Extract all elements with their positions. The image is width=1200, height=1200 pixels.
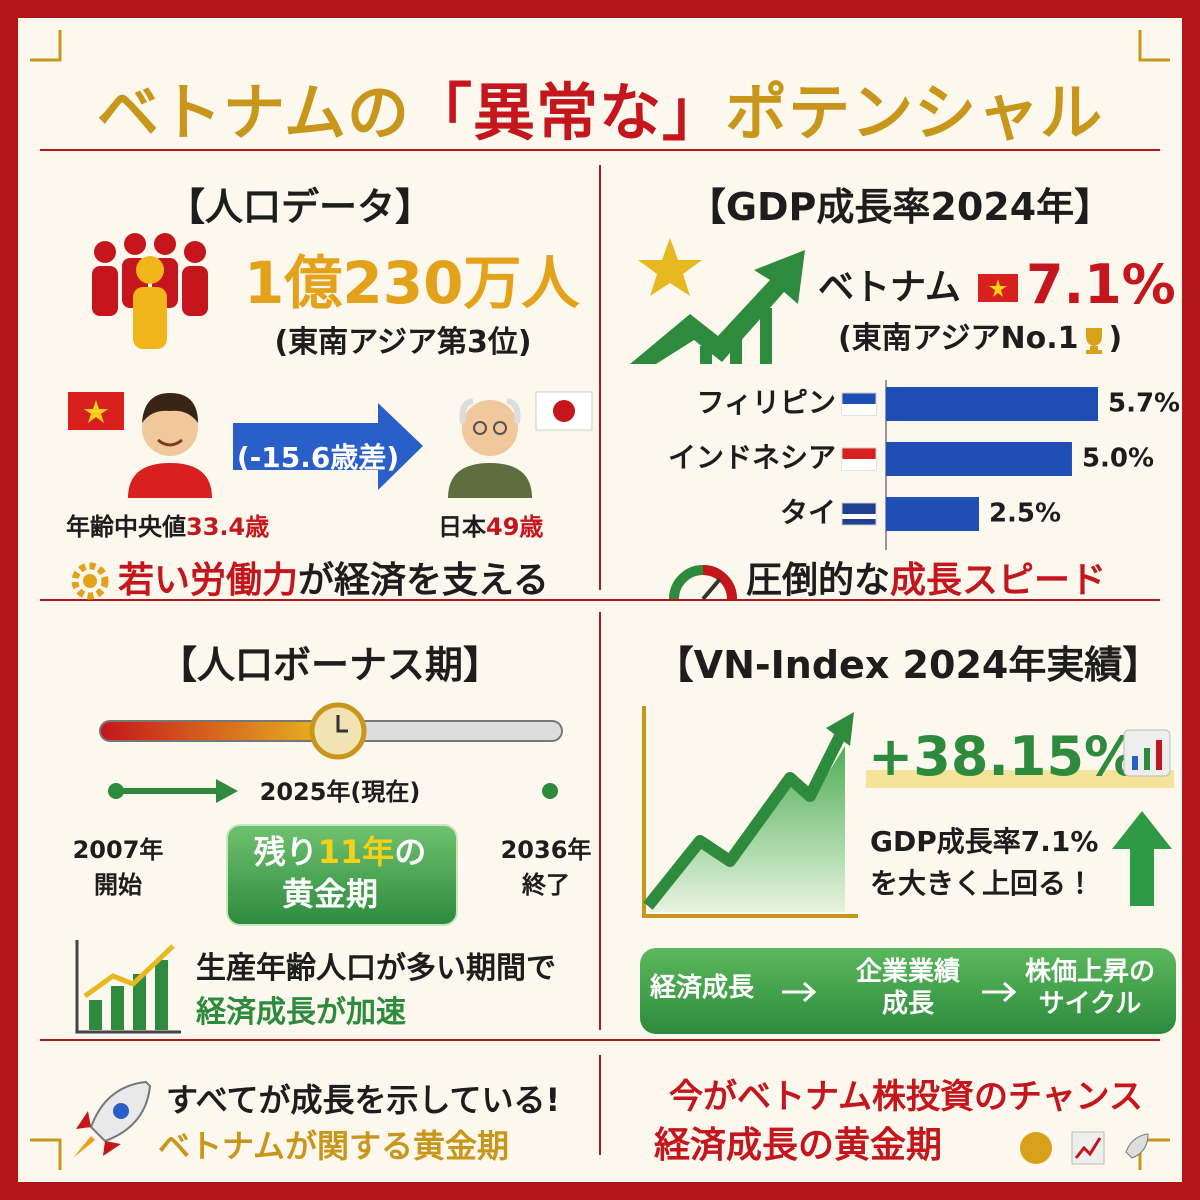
- age-comparison-art: [68, 391, 593, 498]
- cycle-step: 株価上昇の: [1024, 957, 1156, 987]
- text: 圧倒的な: [746, 560, 891, 601]
- highlight: 若い労働力: [118, 560, 299, 601]
- young-person: [128, 393, 212, 498]
- highlight: 成長スピード: [890, 560, 1107, 601]
- rocket-icon: [73, 1080, 152, 1158]
- gdp-bar-chart: フィリピン 5.7% インドネシア 5.0% タイ 2.5%: [668, 380, 1180, 550]
- flag-vietnam: [978, 274, 1018, 302]
- arrow-shape: [982, 981, 1017, 1003]
- section-heading: 【人口データ】: [166, 185, 434, 229]
- text: が経済を支える: [298, 560, 549, 601]
- label: 日本: [438, 513, 486, 541]
- footer-left-line2: ベトナムが関する黄金期: [158, 1127, 510, 1165]
- end-year: 2036年: [500, 836, 592, 864]
- remaining: 残り11年の: [254, 836, 427, 868]
- note-close: ): [1108, 321, 1123, 356]
- footer-icons: [1020, 1131, 1149, 1165]
- gauge-icon: [669, 565, 737, 601]
- footer-right-line2: 経済成長の黄金期: [654, 1125, 943, 1166]
- timeline: [99, 702, 563, 803]
- text: の: [394, 833, 427, 871]
- up-arrow: [1112, 811, 1172, 906]
- highlight-bar: [866, 770, 1174, 788]
- years: 11年: [317, 833, 395, 871]
- population-message: 若い労働力が経済を支える: [118, 563, 549, 599]
- footer-left-line1: すべてが成長を示している!: [166, 1081, 561, 1119]
- note-text: (東南アジアNo.1: [838, 321, 1079, 356]
- people-icon: [92, 233, 208, 349]
- value-label: 5.7%: [1108, 389, 1180, 419]
- gear-icon: [71, 562, 109, 600]
- population-total: 1億230万人: [244, 249, 580, 317]
- title-highlight: 「異常な」: [410, 76, 726, 149]
- category-label: インドネシア: [668, 441, 836, 474]
- value: 49歳: [486, 513, 544, 541]
- golden-period-box: [226, 824, 458, 926]
- bar: [886, 387, 1098, 421]
- age-gap: (-15.6歳差): [236, 441, 400, 474]
- rising-bars-icon: [75, 940, 181, 1034]
- title: ベトナムの「異常な」ポテンシャル: [97, 82, 1103, 144]
- gdp-note: (東南アジアNo.1): [838, 324, 1122, 355]
- golden-period: 黄金期: [281, 875, 379, 913]
- trophy-icon: [1085, 327, 1102, 354]
- value-label: 2.5%: [989, 499, 1061, 529]
- cycle-step: 経済成長: [649, 973, 755, 1003]
- title-part: ポテンシャル: [725, 76, 1104, 149]
- vietnam-label: ベトナム: [818, 267, 961, 308]
- category-label: タイ: [780, 496, 836, 529]
- vietnam-median-age: 年齢中央値33.4歳: [66, 515, 269, 539]
- compare-line2: を大きく上回る！: [870, 867, 1095, 900]
- compare-line1: GDP成長率7.1%: [870, 825, 1099, 858]
- cycle-arrow: [982, 981, 1017, 1003]
- end-label: 終了: [522, 871, 570, 899]
- flag-stripe: [842, 514, 876, 519]
- elder-person: [448, 398, 532, 498]
- start-year: 2007年: [72, 836, 164, 864]
- cycle-arrow: [782, 981, 817, 1003]
- bonus-message-line2: 経済成長が加速: [196, 995, 406, 1030]
- bonus-message-line1: 生産年齢人口が多い期間で: [196, 951, 556, 986]
- gdp-message: 圧倒的な成長スピード: [746, 563, 1106, 599]
- section-heading: 【VN-Index 2024年実績】: [655, 643, 1161, 687]
- chart-icon: [1123, 729, 1171, 777]
- cycle-box: 経済成長 企業業績 成長 株価上昇の サイクル: [640, 948, 1176, 1034]
- gap-arrow: [233, 403, 423, 490]
- category-label: フィリピン: [697, 386, 836, 419]
- start-label: 開始: [94, 871, 142, 899]
- flag-stripe: [842, 404, 876, 415]
- text: 残り: [253, 833, 318, 871]
- label: 年齢中央値: [66, 513, 186, 541]
- bar: [886, 442, 1072, 476]
- corner-ornament: [30, 30, 1170, 1170]
- current-year: 2025年(現在): [259, 778, 421, 806]
- japan-median-age: 日本49歳: [438, 515, 543, 539]
- title-part: ベトナムの: [96, 76, 411, 149]
- cycle-step: サイクル: [1038, 989, 1142, 1019]
- cycle-step: 企業業績: [855, 957, 961, 987]
- index-chart-icon: [642, 706, 858, 918]
- arrow-shape: [782, 981, 817, 1003]
- flag-stripe: [842, 459, 876, 470]
- footer-right-line1: 今がベトナム株投資のチャンス: [669, 1077, 1143, 1117]
- population-rank: (東南アジア第3位): [274, 325, 532, 360]
- value: 33.4歳: [186, 513, 270, 541]
- section-heading: 【人口ボーナス期】: [158, 643, 502, 687]
- bar: [886, 497, 979, 531]
- value-label: 5.0%: [1082, 444, 1154, 474]
- index-return: +38.15%: [868, 725, 1139, 788]
- vietnam-gdp-rate: 7.1%: [1026, 253, 1176, 316]
- section-heading: 【GDP成長率2024年】: [687, 185, 1113, 229]
- cycle-step: 成長: [881, 989, 935, 1019]
- growth-icon: [630, 238, 805, 364]
